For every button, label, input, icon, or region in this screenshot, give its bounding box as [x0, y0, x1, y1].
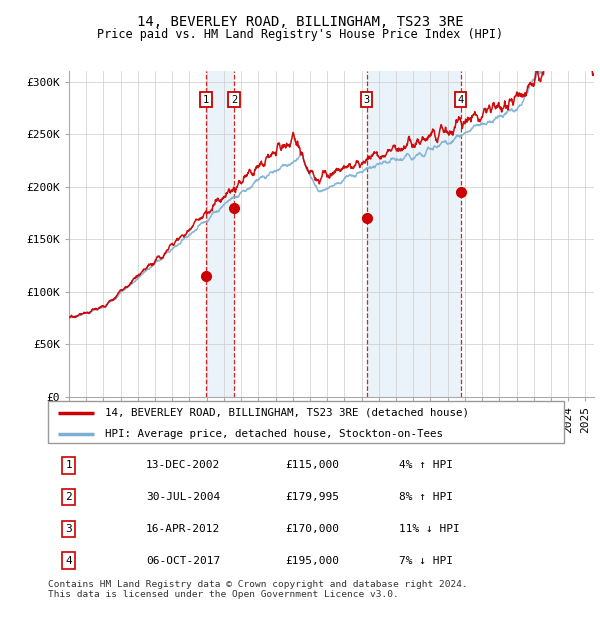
- Text: 14, BEVERLEY ROAD, BILLINGHAM, TS23 3RE: 14, BEVERLEY ROAD, BILLINGHAM, TS23 3RE: [137, 16, 463, 30]
- Text: £179,995: £179,995: [286, 492, 340, 502]
- Text: 4: 4: [65, 556, 72, 565]
- Text: £195,000: £195,000: [286, 556, 340, 565]
- Text: 8% ↑ HPI: 8% ↑ HPI: [399, 492, 453, 502]
- Text: 13-DEC-2002: 13-DEC-2002: [146, 461, 220, 471]
- Text: £170,000: £170,000: [286, 524, 340, 534]
- Text: 2: 2: [65, 492, 72, 502]
- Text: HPI: Average price, detached house, Stockton-on-Tees: HPI: Average price, detached house, Stoc…: [105, 429, 443, 439]
- Text: 06-OCT-2017: 06-OCT-2017: [146, 556, 220, 565]
- Text: 1: 1: [203, 95, 209, 105]
- Text: 4% ↑ HPI: 4% ↑ HPI: [399, 461, 453, 471]
- Bar: [367, 71, 461, 397]
- Text: £115,000: £115,000: [286, 461, 340, 471]
- Text: 16-APR-2012: 16-APR-2012: [146, 524, 220, 534]
- Bar: [206, 71, 234, 397]
- Text: 7% ↓ HPI: 7% ↓ HPI: [399, 556, 453, 565]
- Text: 30-JUL-2004: 30-JUL-2004: [146, 492, 220, 502]
- Text: 3: 3: [65, 524, 72, 534]
- Text: 11% ↓ HPI: 11% ↓ HPI: [399, 524, 460, 534]
- Text: 2: 2: [231, 95, 237, 105]
- Text: 4: 4: [458, 95, 464, 105]
- Text: 3: 3: [364, 95, 370, 105]
- Text: Contains HM Land Registry data © Crown copyright and database right 2024.
This d: Contains HM Land Registry data © Crown c…: [48, 580, 468, 599]
- Text: Price paid vs. HM Land Registry's House Price Index (HPI): Price paid vs. HM Land Registry's House …: [97, 28, 503, 41]
- Text: 14, BEVERLEY ROAD, BILLINGHAM, TS23 3RE (detached house): 14, BEVERLEY ROAD, BILLINGHAM, TS23 3RE …: [105, 408, 469, 418]
- Text: 1: 1: [65, 461, 72, 471]
